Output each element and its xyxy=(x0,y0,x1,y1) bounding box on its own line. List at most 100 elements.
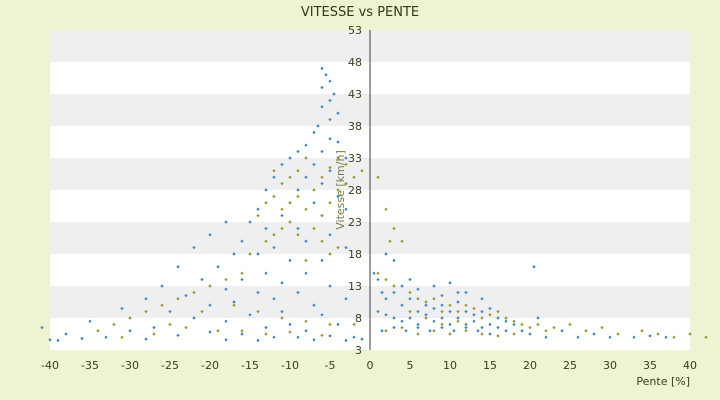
data-point xyxy=(328,79,332,83)
data-point xyxy=(144,337,148,341)
x-tick-label: 20 xyxy=(523,359,537,372)
data-point xyxy=(232,252,236,256)
data-point xyxy=(664,335,668,339)
data-point xyxy=(224,287,228,291)
x-tick-label: -5 xyxy=(325,359,336,372)
data-point xyxy=(656,332,660,336)
data-point xyxy=(208,284,212,288)
data-point xyxy=(152,325,156,330)
data-point xyxy=(208,330,212,334)
x-tick-label: -40 xyxy=(41,359,59,372)
data-point xyxy=(240,277,244,282)
x-tick-label: 10 xyxy=(443,359,457,372)
data-point xyxy=(176,265,180,269)
data-point xyxy=(112,322,116,327)
x-tick-label: 35 xyxy=(643,359,657,372)
y-tick-label: 33 xyxy=(348,152,362,165)
x-tick-label: 5 xyxy=(407,359,414,372)
data-point xyxy=(216,265,220,269)
data-point xyxy=(224,319,228,323)
data-point xyxy=(232,300,236,304)
data-point xyxy=(332,92,336,96)
data-point xyxy=(232,303,236,307)
data-point xyxy=(96,329,100,333)
data-point xyxy=(240,329,244,333)
data-point xyxy=(216,329,220,333)
data-point xyxy=(168,309,172,314)
data-point xyxy=(208,303,212,307)
y-tick-label: 53 xyxy=(348,24,362,37)
y-tick-label: 48 xyxy=(348,56,362,69)
data-point xyxy=(200,309,204,314)
data-point xyxy=(144,297,148,301)
data-point xyxy=(512,319,516,323)
data-point xyxy=(544,335,548,339)
data-point xyxy=(192,290,196,295)
data-point xyxy=(168,322,172,327)
data-point xyxy=(176,333,180,337)
data-point xyxy=(224,338,228,342)
data-point xyxy=(512,332,516,336)
y-tick-label: 28 xyxy=(348,184,362,197)
data-point xyxy=(128,316,132,320)
x-tick-label: 25 xyxy=(563,359,577,372)
x-tick-label: -35 xyxy=(81,359,99,372)
data-point xyxy=(528,325,532,330)
data-point xyxy=(248,252,252,256)
x-tick-label: 30 xyxy=(603,359,617,372)
data-point xyxy=(240,271,244,275)
data-point xyxy=(632,335,636,339)
data-point xyxy=(608,335,612,339)
y-tick-label: 18 xyxy=(348,248,362,261)
x-tick-label: 40 xyxy=(683,359,697,372)
x-tick-label: -20 xyxy=(201,359,219,372)
data-point xyxy=(672,335,676,339)
data-point xyxy=(240,239,244,243)
y-tick-label: 13 xyxy=(348,280,362,293)
x-tick-label: -15 xyxy=(241,359,259,372)
data-point xyxy=(184,293,188,298)
data-point xyxy=(224,277,228,282)
y-tick-label: 43 xyxy=(348,88,362,101)
data-point xyxy=(48,338,52,342)
y-tick-label: 8 xyxy=(355,312,362,325)
x-tick-label: -10 xyxy=(281,359,299,372)
y-axis-label: Vitesse [km/h] xyxy=(334,150,347,230)
data-point xyxy=(320,85,324,90)
data-point xyxy=(160,284,164,288)
data-point xyxy=(704,335,708,339)
data-point xyxy=(328,117,332,122)
data-point xyxy=(56,338,60,343)
data-point xyxy=(336,111,340,115)
y-tick-label: 38 xyxy=(348,120,362,133)
x-tick-label: -30 xyxy=(121,359,139,372)
data-point xyxy=(616,332,620,336)
data-point xyxy=(160,303,164,307)
data-point xyxy=(128,329,132,333)
y-tick-label: 3 xyxy=(355,344,362,357)
x-axis-label: Pente [%] xyxy=(636,375,690,388)
data-point xyxy=(528,332,532,336)
data-point xyxy=(224,220,228,224)
chart-title: VITESSE vs PENTE xyxy=(301,5,419,20)
y-tick-label: 23 xyxy=(348,216,362,229)
data-point xyxy=(200,277,204,282)
data-point xyxy=(576,335,580,339)
data-point xyxy=(184,325,188,330)
x-tick-label: 0 xyxy=(367,359,374,372)
x-tick-labels: -40 -35 -30 -25 -20 -15 -10 -5 0 5 10 15 20 25 30 35 40 xyxy=(41,359,697,372)
data-point xyxy=(688,332,692,336)
data-point xyxy=(208,233,212,237)
data-point xyxy=(120,306,124,311)
data-point xyxy=(144,309,148,314)
x-tick-label: 15 xyxy=(483,359,497,372)
data-point xyxy=(152,332,156,336)
data-point xyxy=(552,325,556,330)
data-point xyxy=(600,325,604,330)
data-point xyxy=(40,325,44,330)
data-point xyxy=(176,297,180,301)
data-point xyxy=(648,334,652,338)
data-point xyxy=(192,316,196,320)
